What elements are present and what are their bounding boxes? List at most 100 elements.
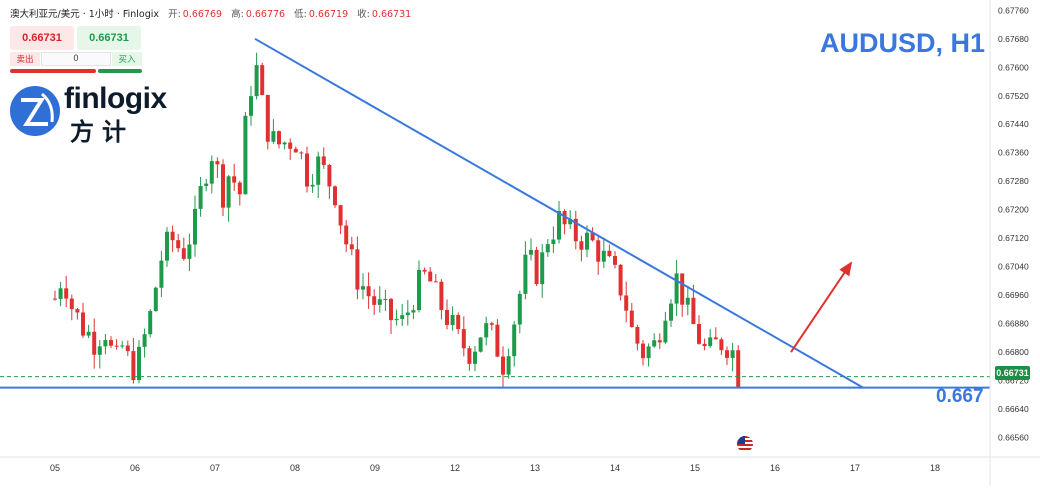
y-tick-label: 0.66800 <box>998 347 1029 357</box>
y-tick-label: 0.66880 <box>998 319 1029 329</box>
logo-name: finlogix <box>64 82 167 115</box>
candle-body <box>618 264 623 296</box>
candle-body <box>523 254 528 294</box>
candle-body <box>590 232 595 241</box>
candle-body <box>534 249 539 285</box>
candle-body <box>400 315 405 319</box>
candle-body <box>730 350 735 358</box>
candle-body <box>366 286 371 297</box>
candle-body <box>562 211 567 225</box>
x-tick-label: 14 <box>610 463 620 473</box>
candle-body <box>422 269 427 272</box>
candle-body <box>439 281 444 311</box>
candle-body <box>708 337 713 347</box>
candle-body <box>411 310 416 313</box>
candle-body <box>333 186 337 206</box>
buy-button[interactable]: 买入 <box>112 52 142 66</box>
candle-body <box>86 331 91 336</box>
candle-body <box>265 94 270 142</box>
candle-body <box>713 337 718 340</box>
candle-body <box>641 343 645 359</box>
candle-body <box>394 318 399 321</box>
candle-body <box>271 131 276 142</box>
candle-body <box>204 183 209 187</box>
y-tick-label: 0.67360 <box>998 148 1029 158</box>
x-tick-label: 18 <box>930 463 940 473</box>
candle-body <box>109 340 113 346</box>
candle-body <box>81 312 85 336</box>
candle-body <box>607 250 612 257</box>
finlogix-logo-icon <box>10 86 60 136</box>
quantity-input[interactable]: 0 <box>41 52 111 66</box>
candle-body <box>450 314 455 325</box>
candle-body <box>669 303 673 321</box>
candle-body <box>372 296 377 305</box>
candle-body <box>254 65 259 97</box>
candle-body <box>215 161 220 165</box>
y-tick-label: 0.66960 <box>998 290 1029 300</box>
candle-body <box>75 309 80 313</box>
candle-body <box>613 256 617 265</box>
candle-body <box>92 331 97 355</box>
candle-body <box>433 281 438 283</box>
candle-body <box>97 346 102 355</box>
candle-body <box>691 297 696 325</box>
candle-body <box>545 244 550 253</box>
candle-body <box>249 96 253 116</box>
close-value: 0.66731 <box>371 9 412 20</box>
candle-body <box>512 324 517 357</box>
logo-chinese-name: 方计 <box>70 118 134 146</box>
candle-body <box>629 310 634 327</box>
candle-body <box>680 273 685 305</box>
sell-button[interactable]: 卖出 <box>10 52 40 66</box>
candle-body <box>652 340 657 347</box>
candle-body <box>226 176 231 208</box>
candle-body <box>529 249 533 255</box>
x-tick-label: 08 <box>290 463 300 473</box>
y-tick-label: 0.67760 <box>998 5 1029 15</box>
x-tick-label: 16 <box>770 463 780 473</box>
candle-body <box>170 231 175 241</box>
candle-body <box>299 152 304 154</box>
candle-body <box>131 351 136 381</box>
y-tick-label: 0.66640 <box>998 404 1029 414</box>
candle-body <box>176 240 181 249</box>
x-tick-label: 15 <box>690 463 700 473</box>
candle-body <box>282 142 287 145</box>
buy-ratio-bar <box>98 69 142 73</box>
candle-body <box>344 225 349 245</box>
candle-body <box>355 249 360 290</box>
x-tick-label: 13 <box>530 463 540 473</box>
chart-header: 澳大利亚元/美元 · 1小时 · Finlogix 开: 0.66769 高: 0.… <box>10 6 411 20</box>
x-tick-label: 07 <box>210 463 220 473</box>
candle-body <box>635 326 640 344</box>
candle-body <box>193 208 197 245</box>
candle-body <box>305 153 309 187</box>
candle-body <box>293 148 298 153</box>
candle-body <box>361 286 365 290</box>
symbol-title: AUDUSD, H1 <box>819 28 985 58</box>
candle-body <box>232 176 237 183</box>
buy-price-button[interactable]: 0.66731 <box>77 26 141 50</box>
candle-body <box>288 142 293 149</box>
y-tick-label: 0.67040 <box>998 262 1029 272</box>
candle-body <box>624 295 629 311</box>
trade-panel: 0.66731 0.66731 卖出 0 买入 <box>10 26 142 78</box>
candle-body <box>646 346 651 359</box>
candle-body <box>383 298 388 300</box>
finlogix-logo: finlogix 方计 <box>8 82 168 146</box>
candle-body <box>165 231 169 261</box>
candle-body <box>456 314 461 330</box>
sell-ratio-bar <box>10 69 96 73</box>
open-label: 开: <box>168 9 181 20</box>
candle-body <box>489 323 494 325</box>
candle-body <box>310 184 315 187</box>
candle-body <box>389 298 393 321</box>
candle-body <box>417 269 421 311</box>
sell-price-button[interactable]: 0.66731 <box>10 26 74 50</box>
candle-body <box>64 288 69 299</box>
candle-body <box>725 350 729 358</box>
candle-body <box>58 288 63 299</box>
candle-body <box>663 320 668 343</box>
